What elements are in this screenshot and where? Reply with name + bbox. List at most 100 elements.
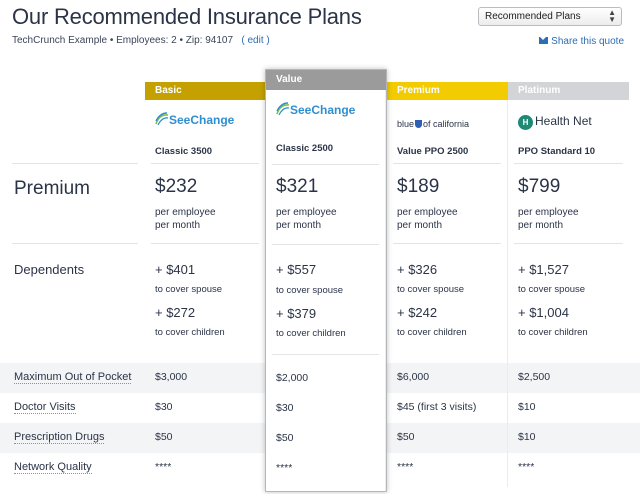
divider <box>272 244 379 245</box>
carrier-name: SeeChange <box>169 113 235 127</box>
plan-column-basic[interactable]: Basic SeeChange Classic 3500 $232 per em… <box>145 82 266 487</box>
row-label-premium: Premium <box>14 178 91 199</box>
blue-shield-logo: blue of california <box>397 114 469 138</box>
premium-price: $189 <box>397 176 440 197</box>
children-cost: + $1,004 <box>518 305 569 320</box>
divider <box>272 164 379 165</box>
row-label-max-oop[interactable]: Maximum Out of Pocket <box>14 371 132 384</box>
page-title: Our Recommended Insurance Plans <box>12 4 362 29</box>
doctor-visits-value: $10 <box>518 401 536 413</box>
max-oop-value: $3,000 <box>155 371 188 383</box>
row-label-network-quality[interactable]: Network Quality <box>14 461 92 474</box>
divider <box>514 163 623 164</box>
children-label: to cover children <box>155 327 225 338</box>
row-label-dependents: Dependents <box>14 262 85 277</box>
seechange-logo: SeeChange <box>276 100 355 124</box>
per-employee: per employee <box>518 207 579 218</box>
carrier-name-left: blue <box>397 119 415 129</box>
edit-link[interactable]: ( edit ) <box>241 35 270 46</box>
envelope-icon <box>539 37 549 44</box>
premium-unit: per employee per month <box>397 206 458 232</box>
tier-header: Platinum <box>508 82 629 100</box>
per-employee: per employee <box>397 207 458 218</box>
row-label-doctor-visits[interactable]: Doctor Visits <box>14 401 76 414</box>
health-net-icon: H <box>518 115 533 130</box>
row-label-prescription-drugs[interactable]: Prescription Drugs <box>14 431 105 444</box>
tier-header: Premium <box>387 82 508 100</box>
per-month: per month <box>518 220 564 231</box>
spouse-cost: + $1,527 <box>518 262 569 277</box>
spouse-cost: + $401 <box>155 262 196 277</box>
per-employee: per employee <box>276 207 337 218</box>
premium-price: $232 <box>155 176 198 197</box>
select-arrows-icon: ▲ ▼ <box>608 8 616 24</box>
network-quality-value: **** <box>518 461 535 473</box>
per-employee: per employee <box>155 207 216 218</box>
premium-price: $799 <box>518 176 561 197</box>
network-quality-value: **** <box>155 461 172 473</box>
doctor-visits-value: $30 <box>155 401 173 413</box>
children-label: to cover children <box>276 328 346 339</box>
children-label: to cover children <box>518 327 588 338</box>
carrier-name: Health Net <box>535 114 592 128</box>
doctor-visits-value: $30 <box>276 402 294 414</box>
seechange-logo: SeeChange <box>155 110 234 134</box>
divider <box>514 243 623 244</box>
premium-unit: per employee per month <box>276 206 337 232</box>
divider <box>151 163 259 164</box>
plan-name: Classic 2500 <box>276 143 334 154</box>
carrier-name-right: of california <box>423 119 470 129</box>
max-oop-value: $6,000 <box>397 371 430 383</box>
network-quality-value: **** <box>397 461 414 473</box>
plan-name: Value PPO 2500 <box>397 146 469 157</box>
premium-price: $321 <box>276 176 319 197</box>
plan-name: Classic 3500 <box>155 146 213 157</box>
tier-header: Basic <box>145 82 266 100</box>
premium-unit: per employee per month <box>518 206 579 232</box>
prescription-drugs-value: $10 <box>518 431 536 443</box>
prescription-drugs-value: $50 <box>276 432 294 444</box>
plan-column-platinum[interactable]: Platinum H Health Net PPO Standard 10 $79… <box>508 82 629 487</box>
seechange-logo-icon <box>276 102 290 116</box>
quote-summary: TechCrunch Example • Employees: 2 • Zip:… <box>12 35 270 46</box>
sort-select[interactable]: Recommended Plans ▲ ▼ <box>478 7 622 26</box>
per-month: per month <box>155 220 201 231</box>
prescription-drugs-value: $50 <box>397 431 415 443</box>
prescription-drugs-value: $50 <box>155 431 173 443</box>
children-label: to cover children <box>397 327 467 338</box>
divider <box>393 163 501 164</box>
premium-unit: per employee per month <box>155 206 216 232</box>
divider <box>393 243 501 244</box>
children-cost: + $379 <box>276 306 317 321</box>
divider <box>12 243 138 244</box>
seechange-logo-icon <box>155 112 169 126</box>
spouse-cost: + $326 <box>397 262 438 277</box>
children-cost: + $272 <box>155 305 196 320</box>
divider <box>272 354 379 355</box>
spouse-label: to cover spouse <box>155 284 223 295</box>
plan-column-premium[interactable]: Premium blue of california Value PPO 2500… <box>387 82 508 487</box>
max-oop-value: $2,000 <box>276 372 309 384</box>
divider <box>12 163 138 164</box>
health-net-logo: H Health Net <box>518 112 592 136</box>
per-month: per month <box>276 220 322 231</box>
per-month: per month <box>397 220 443 231</box>
spouse-label: to cover spouse <box>276 285 344 296</box>
carrier-name: SeeChange <box>290 103 356 117</box>
quote-summary-text: TechCrunch Example • Employees: 2 • Zip:… <box>12 35 234 46</box>
network-quality-value: **** <box>276 462 293 474</box>
share-quote-label: Share this quote <box>551 36 624 47</box>
spouse-cost: + $557 <box>276 262 317 277</box>
plan-name: PPO Standard 10 <box>518 146 596 157</box>
tier-header: Value <box>266 70 386 90</box>
shield-icon <box>415 120 423 128</box>
doctor-visits-value: $45 (first 3 visits) <box>397 401 477 413</box>
share-quote-link[interactable]: Share this quote <box>539 36 624 47</box>
max-oop-value: $2,500 <box>518 371 551 383</box>
children-cost: + $242 <box>397 305 438 320</box>
spouse-label: to cover spouse <box>397 284 465 295</box>
sort-select-value: Recommended Plans <box>485 11 581 22</box>
spouse-label: to cover spouse <box>518 284 586 295</box>
plan-column-value[interactable]: Value SeeChange Classic 2500 $321 per em… <box>265 69 387 492</box>
divider <box>151 243 259 244</box>
